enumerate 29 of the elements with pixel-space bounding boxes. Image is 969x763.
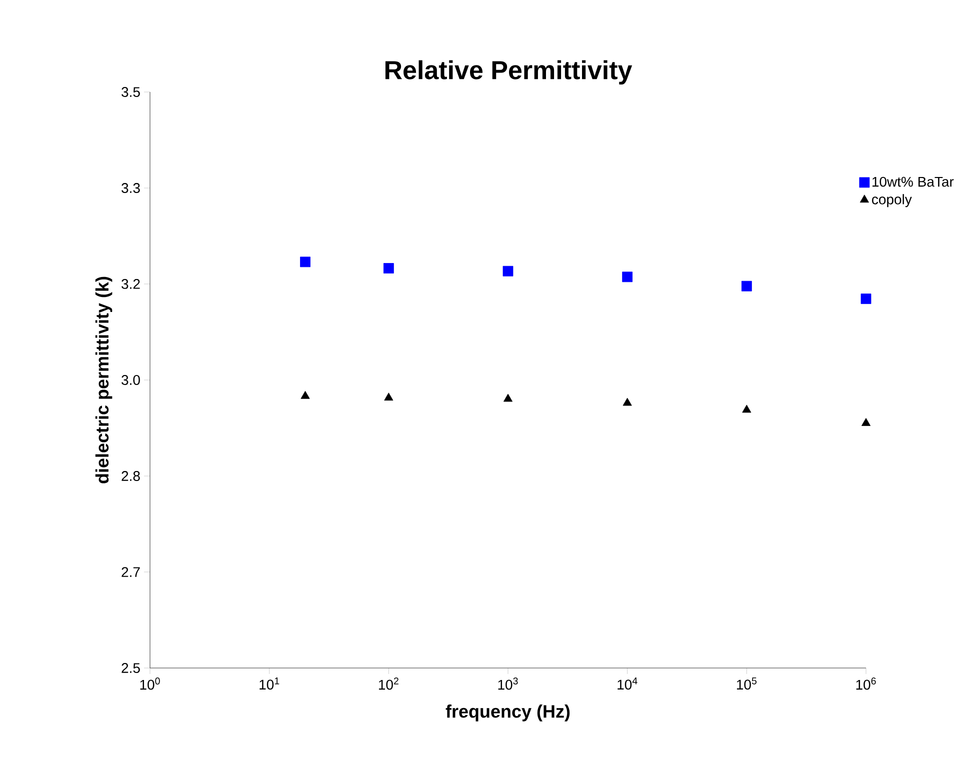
point <box>383 263 394 274</box>
y-tick-label: 3.5 <box>122 87 140 97</box>
point <box>861 418 871 426</box>
point <box>860 294 872 304</box>
point <box>742 404 752 413</box>
x-tick-label: 10$^{4}$ <box>618 678 638 690</box>
x-tick-label: 10$^{0}$ <box>140 678 160 690</box>
x-tick-label: 10$^{3}$ <box>498 678 518 690</box>
point <box>503 394 513 402</box>
point <box>502 266 514 276</box>
legend-label: copoly <box>872 194 912 208</box>
point <box>741 280 752 292</box>
y-tick-label: 3.3 <box>122 183 140 193</box>
chart-title: Relative Permittivity <box>385 60 632 84</box>
point <box>384 392 394 401</box>
x-tick-label: 10$^{1}$ <box>260 678 280 690</box>
legend-label: 10wt% BaTar <box>872 176 954 187</box>
x-tick-label: 10$^{6}$ <box>856 678 876 690</box>
y-tick-label: 2.5 <box>122 663 140 673</box>
y-tick-label: 2.8 <box>122 471 140 481</box>
x-axis-title: frequency (Hz) <box>446 704 570 722</box>
point <box>622 272 633 282</box>
x-tick-label: 10$^{5}$ <box>736 678 757 690</box>
y-axis-title: dielectric permittivity (k) <box>95 276 112 484</box>
x-tick-label: 10$^{2}$ <box>378 678 398 690</box>
y-tick-label: 3.2 <box>122 279 140 289</box>
y-tick-label: 2.7 <box>122 567 140 577</box>
point <box>622 398 632 406</box>
y-tick-label: 3.0 <box>122 375 140 385</box>
